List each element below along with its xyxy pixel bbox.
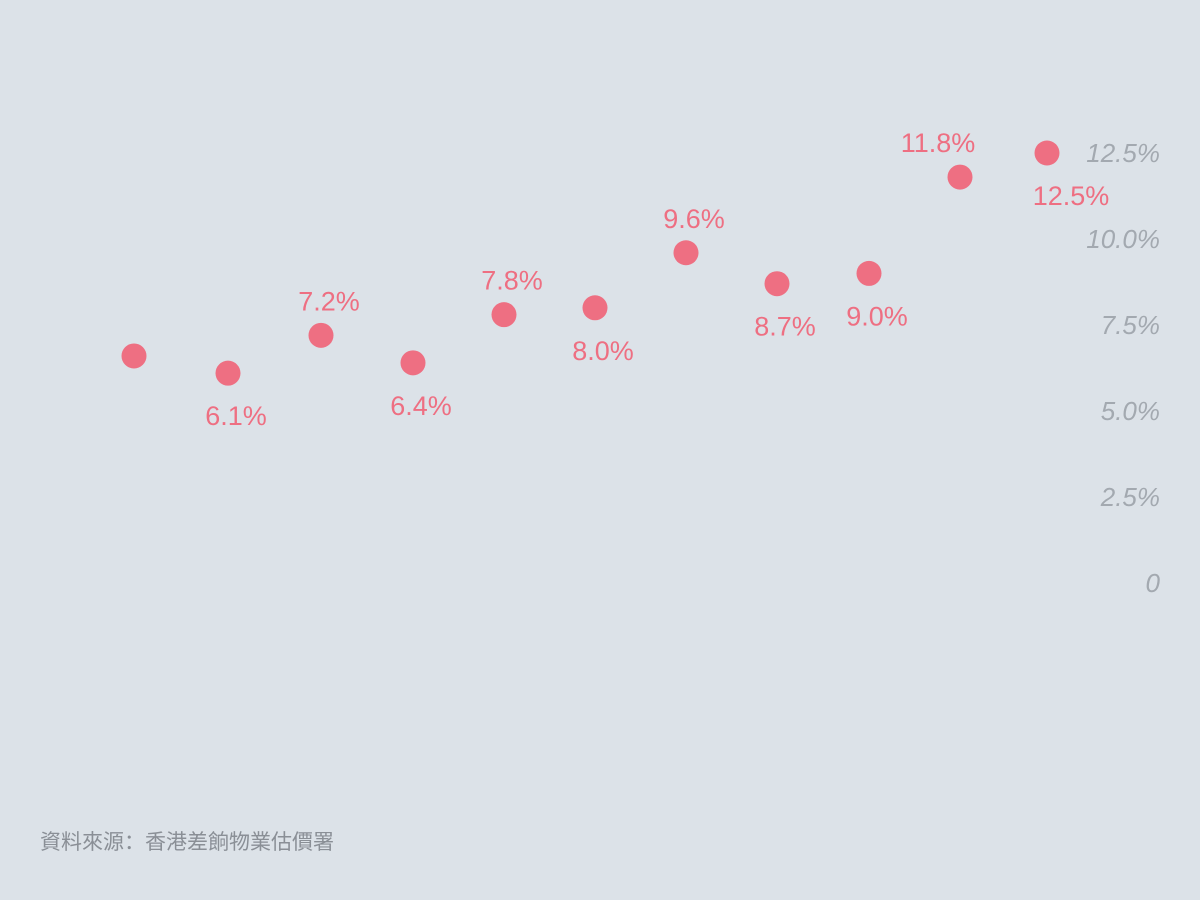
data-label: 9.0% — [846, 301, 908, 331]
data-point — [308, 322, 334, 348]
data-label: 12.5% — [1033, 181, 1110, 211]
data-label: 6.4% — [390, 391, 452, 421]
data-labels: 6.1% 7.2% 6.4% 7.8% 8.0% 9.6% 8.7% 9.0% 11.8% 12.… — [205, 128, 1109, 431]
data-label: 7.8% — [481, 266, 543, 296]
data-point — [856, 260, 882, 286]
data-point — [400, 350, 426, 376]
data-label: 8.7% — [754, 312, 816, 342]
data-point — [582, 295, 608, 321]
data-point — [215, 360, 241, 386]
data-label: 11.8% — [901, 128, 976, 158]
y-axis: 0 2.5% 5.0% 7.5% 10.0% 12.5% — [1086, 138, 1160, 598]
y-tick-label: 12.5% — [1086, 138, 1160, 168]
y-tick-label: 2.5% — [1100, 482, 1160, 512]
data-point — [1034, 140, 1060, 166]
data-label: 7.2% — [298, 286, 360, 316]
data-label: 8.0% — [572, 336, 634, 366]
data-point — [121, 343, 147, 369]
data-point — [673, 240, 699, 266]
data-points — [121, 140, 1060, 386]
y-tick-label: 0 — [1146, 568, 1161, 598]
data-point — [947, 164, 973, 190]
y-tick-label: 10.0% — [1086, 224, 1160, 254]
data-point — [764, 271, 790, 297]
data-point — [491, 302, 517, 328]
y-tick-label: 5.0% — [1101, 396, 1160, 426]
data-label: 6.1% — [205, 401, 267, 431]
y-tick-label: 7.5% — [1101, 310, 1160, 340]
data-label: 9.6% — [663, 204, 725, 234]
source-note: 資料來源：香港差餉物業估價署 — [40, 830, 334, 854]
